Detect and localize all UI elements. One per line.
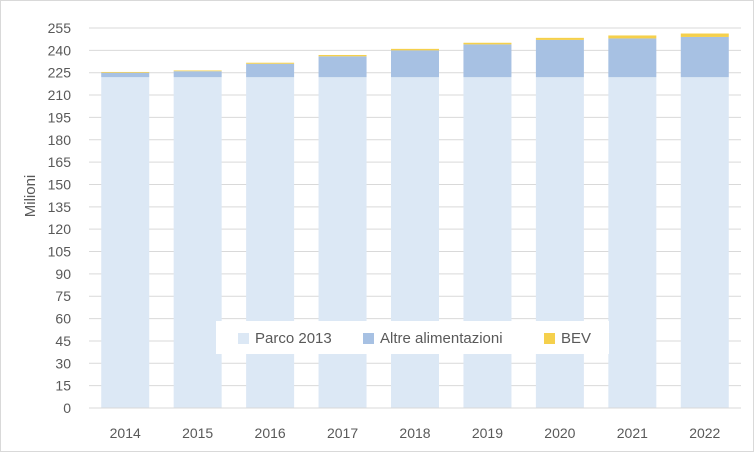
- x-tick-label: 2020: [544, 425, 575, 441]
- y-tick-label: 255: [48, 20, 72, 36]
- x-tick-label: 2019: [472, 425, 503, 441]
- bar-bev-2020: [535, 37, 584, 40]
- bar-parco-2013-2015: [173, 77, 222, 409]
- bar-bev-2021: [608, 35, 657, 39]
- bar-altre-alimentazioni-2017: [318, 56, 367, 78]
- legend-swatch: [363, 333, 374, 344]
- bar-altre-alimentazioni-2016: [246, 63, 295, 78]
- bar-bev-2022: [680, 33, 729, 37]
- bar-bev-2017: [318, 54, 367, 57]
- bar-bev-2015: [173, 70, 222, 72]
- bar-altre-alimentazioni-2014: [101, 72, 150, 78]
- y-tick-label: 195: [48, 109, 72, 125]
- legend-label: Parco 2013: [255, 330, 332, 347]
- bar-parco-2013-2018: [391, 77, 439, 409]
- bar-parco-2013-2017: [318, 77, 367, 409]
- y-tick-label: 0: [63, 400, 71, 416]
- x-tick-label: 2017: [327, 425, 358, 441]
- y-tick-label: 75: [55, 288, 71, 304]
- y-axis-label: Milioni: [22, 175, 39, 218]
- y-tick-label: 165: [48, 154, 72, 170]
- legend-swatch: [238, 333, 249, 344]
- bar-bev-2016: [246, 62, 295, 64]
- bar-parco-2013-2021: [608, 77, 657, 409]
- bar-bev-2014: [101, 71, 150, 73]
- x-tick-label: 2014: [110, 425, 141, 441]
- legend-label: BEV: [561, 330, 591, 347]
- legend: Parco 2013 Altre alimentazioni BEV: [216, 321, 609, 354]
- y-tick-label: 45: [55, 333, 71, 349]
- y-tick-label: 30: [55, 355, 71, 371]
- y-tick-label: 60: [55, 311, 71, 327]
- y-tick-label: 150: [48, 176, 72, 192]
- x-tick-label: 2015: [182, 425, 213, 441]
- y-axis-ticks: 0 15 30 45 60 75 90 105 120 135 150 165 180 195 210 225…: [48, 20, 72, 416]
- bar-altre-alimentazioni-2021: [608, 38, 657, 78]
- legend-swatch: [544, 333, 555, 344]
- y-tick-label: 225: [48, 65, 72, 81]
- bar-bev-2019: [463, 42, 512, 45]
- bar-parco-2013-2020: [535, 77, 584, 409]
- y-tick-label: 90: [55, 266, 71, 282]
- x-tick-label: 2018: [399, 425, 430, 441]
- bar-bev-2018: [391, 48, 439, 51]
- x-tick-label: 2016: [255, 425, 286, 441]
- y-tick-label: 15: [55, 378, 71, 394]
- bar-altre-alimentazioni-2019: [463, 44, 512, 78]
- bar-parco-2013-2016: [246, 77, 295, 409]
- x-tick-label: 2022: [689, 425, 720, 441]
- y-tick-label: 120: [48, 221, 72, 237]
- legend-background: [216, 321, 609, 354]
- y-tick-label: 240: [48, 42, 72, 58]
- bar-parco-2013-2019: [463, 77, 512, 409]
- bar-altre-alimentazioni-2022: [680, 36, 729, 78]
- x-tick-label: 2021: [617, 425, 648, 441]
- bar-altre-alimentazioni-2020: [535, 39, 584, 78]
- bar-parco-2013-2022: [680, 77, 729, 409]
- bar-parco-2013-2014: [101, 77, 150, 409]
- x-axis-ticks: 2014 2015 2016 2017 2018 2019 2020 2021 2022: [89, 407, 741, 441]
- legend-label: Altre alimentazioni: [380, 330, 503, 347]
- y-tick-label: 210: [48, 87, 72, 103]
- y-tick-label: 180: [48, 132, 72, 148]
- y-tick-label: 135: [48, 199, 72, 215]
- y-tick-label: 105: [48, 244, 72, 260]
- bar-altre-alimentazioni-2015: [173, 71, 222, 78]
- bar-altre-alimentazioni-2018: [391, 50, 439, 78]
